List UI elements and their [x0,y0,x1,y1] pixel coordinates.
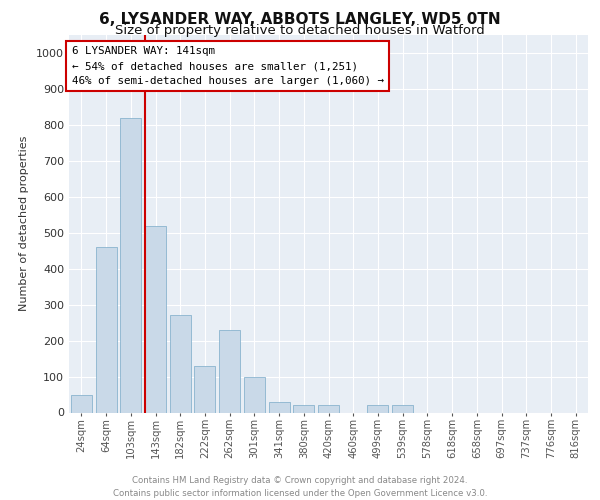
Bar [244,376,265,412]
Bar [194,366,215,412]
Text: Contains HM Land Registry data © Crown copyright and database right 2024.
Contai: Contains HM Land Registry data © Crown c… [113,476,487,498]
Bar [293,406,314,412]
Bar [392,406,413,412]
Bar [219,330,240,412]
Bar [120,118,141,412]
Bar [318,406,339,412]
Text: 6 LYSANDER WAY: 141sqm
← 54% of detached houses are smaller (1,251)
46% of semi-: 6 LYSANDER WAY: 141sqm ← 54% of detached… [71,46,383,86]
Text: Size of property relative to detached houses in Watford: Size of property relative to detached ho… [115,24,485,37]
Text: 6, LYSANDER WAY, ABBOTS LANGLEY, WD5 0TN: 6, LYSANDER WAY, ABBOTS LANGLEY, WD5 0TN [99,12,501,28]
Bar [95,247,116,412]
Bar [71,394,92,412]
Bar [269,402,290,412]
Y-axis label: Number of detached properties: Number of detached properties [19,136,29,312]
Bar [145,226,166,412]
Bar [367,406,388,412]
Bar [170,316,191,412]
